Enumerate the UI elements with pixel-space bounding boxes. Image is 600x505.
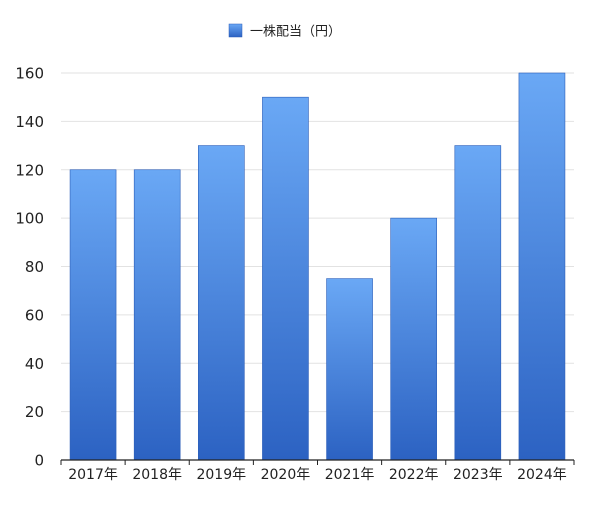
bar	[133, 169, 181, 461]
bar	[454, 145, 502, 461]
bar	[198, 145, 245, 461]
legend-swatch	[228, 23, 243, 38]
bar	[69, 169, 117, 461]
y-tick-label: 140	[15, 113, 44, 131]
y-tick-label: 120	[15, 161, 44, 179]
legend: 一株配当（円）	[228, 23, 341, 40]
y-tick-label: 100	[15, 210, 44, 228]
y-tick-label: 80	[25, 258, 44, 276]
x-tick-label: 2024年	[517, 467, 567, 483]
y-tick-label: 160	[15, 65, 44, 83]
x-tick-label: 2017年	[68, 467, 118, 483]
x-tick-label: 2023年	[453, 467, 503, 483]
x-tick-label: 2022年	[389, 467, 439, 483]
x-axis-tick-labels: 2017年 2018年 2019年 2020年 2021年 2022年 2023年 2024年	[68, 467, 567, 483]
x-tick-label: 2021年	[325, 467, 375, 483]
legend-label: 一株配当（円）	[250, 25, 341, 40]
bar	[262, 96, 309, 461]
y-tick-label: 60	[25, 306, 44, 324]
bar	[518, 72, 566, 461]
y-axis-tick-labels: 0 20 40 60 80 100 120 140 160	[15, 65, 44, 470]
x-tick-label: 2020年	[261, 467, 311, 483]
bar	[390, 217, 437, 461]
y-tick-label: 40	[25, 355, 44, 373]
x-tick-label: 2019年	[196, 467, 246, 483]
y-tick-label: 20	[25, 403, 44, 421]
bars	[69, 72, 566, 461]
y-tick-label: 0	[34, 452, 44, 470]
x-tick-label: 2018年	[132, 467, 182, 483]
bar	[326, 278, 373, 461]
axes	[60, 459, 575, 465]
